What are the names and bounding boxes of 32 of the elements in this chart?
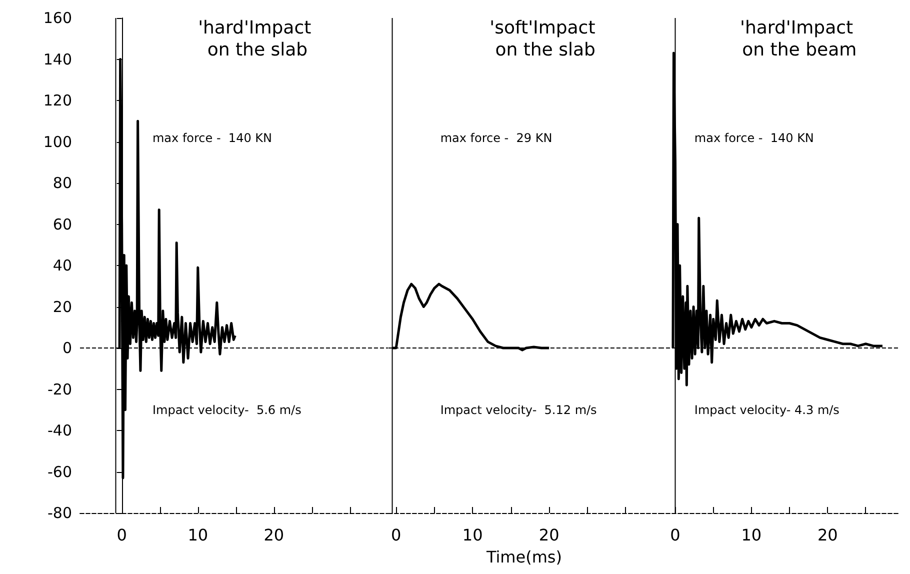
x-tick-label: 20 xyxy=(264,526,284,544)
x-tick-label: 10 xyxy=(741,526,762,544)
x-tick-label: 0 xyxy=(116,526,127,544)
text: 'soft'Impact on the slab xyxy=(490,18,601,60)
y-tick-label: 80 xyxy=(52,174,72,192)
annotation: max force - 140 KN xyxy=(152,131,272,145)
y-tick-label: 140 xyxy=(43,50,72,68)
x-axis-title: Time(ms) xyxy=(485,548,562,566)
annotation: Impact velocity- 5.6 m/s xyxy=(152,403,302,417)
x-tick-label: 10 xyxy=(462,526,483,544)
y-tick-label: 160 xyxy=(43,9,72,27)
text: 'hard'Impact on the slab xyxy=(198,18,317,60)
x-tick-label: 0 xyxy=(390,526,402,544)
annotation: max force - 140 KN xyxy=(694,131,814,145)
annotation: max force - 29 KN xyxy=(440,131,552,145)
y-tick-label: -20 xyxy=(48,380,72,398)
annotation: Impact velocity- 5.12 m/s xyxy=(440,403,597,417)
y-tick-label: 20 xyxy=(52,298,72,316)
y-tick-label: 0 xyxy=(62,339,72,357)
y-tick-label: 100 xyxy=(43,132,72,151)
y-tick-label: -80 xyxy=(48,504,72,522)
text: 'hard'Impact on the beam xyxy=(740,18,859,60)
x-tick-label: 10 xyxy=(188,526,208,544)
x-tick-label: 20 xyxy=(817,526,838,544)
y-tick-label: 120 xyxy=(43,92,72,110)
annotation: Impact velocity- 4.3 m/s xyxy=(694,403,840,417)
y-tick-label: 60 xyxy=(52,215,72,234)
y-tick-label: -60 xyxy=(48,462,72,481)
x-tick-label: 0 xyxy=(670,526,680,544)
x-tick-label: 20 xyxy=(538,526,560,544)
y-tick-label: 40 xyxy=(52,256,72,274)
y-tick-label: -40 xyxy=(48,422,72,440)
